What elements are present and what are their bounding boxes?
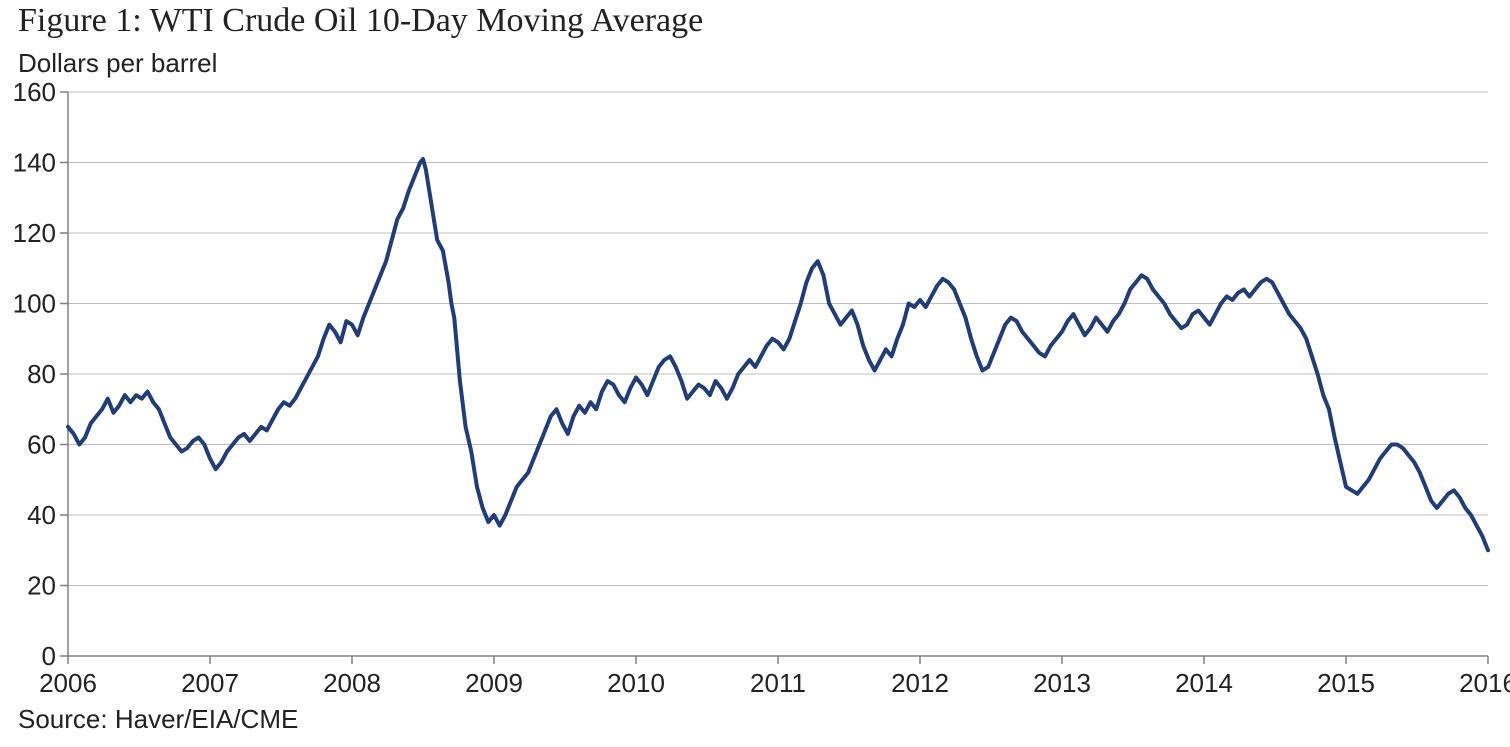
svg-text:40: 40 <box>27 500 56 530</box>
svg-text:2014: 2014 <box>1175 668 1233 698</box>
svg-text:160: 160 <box>13 77 56 107</box>
svg-text:100: 100 <box>13 289 56 319</box>
svg-text:140: 140 <box>13 148 56 178</box>
figure-container: Figure 1: WTI Crude Oil 10-Day Moving Av… <box>0 0 1510 747</box>
line-chart: 0 20 40 60 80 100 120 140 160 2006 2007 2008 2009 201… <box>0 0 1510 747</box>
svg-text:20: 20 <box>27 571 56 601</box>
source-caption: Source: Haver/EIA/CME <box>18 704 298 735</box>
svg-text:60: 60 <box>27 430 56 460</box>
svg-text:2006: 2006 <box>39 668 97 698</box>
svg-text:80: 80 <box>27 359 56 389</box>
svg-text:2007: 2007 <box>181 668 239 698</box>
svg-text:2008: 2008 <box>323 668 381 698</box>
svg-text:0: 0 <box>42 641 56 671</box>
svg-text:120: 120 <box>13 218 56 248</box>
svg-text:2013: 2013 <box>1033 668 1091 698</box>
svg-text:2012: 2012 <box>891 668 949 698</box>
svg-text:2009: 2009 <box>465 668 523 698</box>
svg-text:2010: 2010 <box>607 668 665 698</box>
svg-text:2015: 2015 <box>1317 668 1375 698</box>
svg-text:2011: 2011 <box>750 668 806 698</box>
svg-text:2016: 2016 <box>1459 668 1510 698</box>
